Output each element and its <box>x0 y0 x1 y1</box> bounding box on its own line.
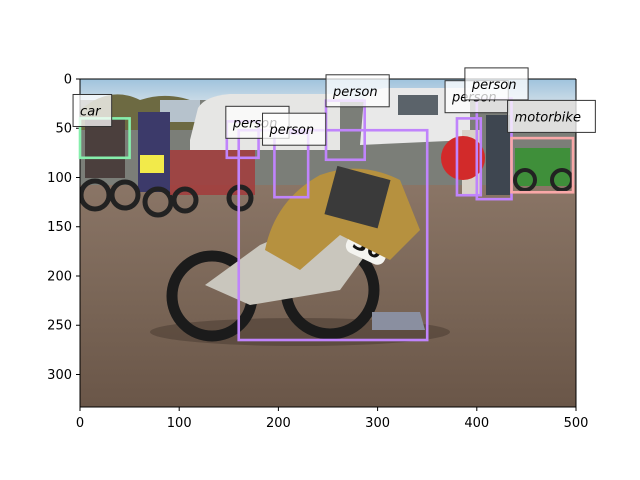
y-tick-label: 150 <box>47 220 72 235</box>
label-box <box>507 99 596 133</box>
photo-bike-wheel-red <box>171 186 199 214</box>
y-tick-label: 0 <box>64 73 72 88</box>
bbox-person <box>237 128 429 342</box>
photo-main-helmet <box>441 136 485 180</box>
photo-plate-51 <box>140 155 164 173</box>
x-tick-label: 0 <box>76 416 84 431</box>
label-person: person <box>464 67 529 101</box>
x-axis-ticks: 0 100 200 300 400 500 <box>76 407 589 431</box>
label-text: car <box>80 104 102 119</box>
detection-labels: personpersonpersonpersonpersonmotorbikec… <box>72 67 596 146</box>
x-tick-label: 400 <box>464 416 489 431</box>
x-tick-label: 500 <box>564 416 589 431</box>
x-tick-label: 300 <box>365 416 390 431</box>
y-tick-label: 300 <box>47 368 72 383</box>
photo: 30 <box>80 79 576 407</box>
photo-bike-wheel-51 <box>142 186 174 218</box>
photo-green-bike <box>515 148 570 186</box>
x-tick-label: 100 <box>167 416 192 431</box>
label-box <box>464 67 529 101</box>
photo-main-boot <box>372 312 425 330</box>
label-motorbike: motorbike <box>507 99 596 133</box>
label-text: motorbike <box>515 110 581 125</box>
photo-van-window <box>398 95 438 115</box>
label-car: car <box>72 93 113 127</box>
photo-bike-wheel-left-a <box>80 178 112 212</box>
label-person: person <box>325 74 390 108</box>
x-tick-label: 200 <box>266 416 291 431</box>
bbox-motorbike <box>510 136 575 194</box>
label-text: person <box>332 85 378 100</box>
y-tick-label: 50 <box>55 122 72 137</box>
y-tick-label: 250 <box>47 319 72 334</box>
photo-main-rider-vest <box>324 165 391 229</box>
label-person: person <box>262 112 327 146</box>
photo-spectator-b <box>486 115 510 195</box>
label-box <box>262 112 327 146</box>
photo-rider-51 <box>138 112 170 192</box>
y-tick-label: 100 <box>47 171 72 186</box>
y-tick-label: 200 <box>47 269 72 284</box>
photo-green-bike-wheel <box>513 168 537 192</box>
label-text: person <box>471 78 517 93</box>
y-axis-ticks: 0 50 100 150 200 250 300 <box>47 73 80 383</box>
label-text: person <box>269 123 315 138</box>
photo-rider-left <box>85 118 125 178</box>
label-box <box>72 93 113 127</box>
label-box <box>325 74 390 108</box>
bbox-person <box>455 117 483 197</box>
photo-bike-wheel-left-b <box>109 179 141 211</box>
